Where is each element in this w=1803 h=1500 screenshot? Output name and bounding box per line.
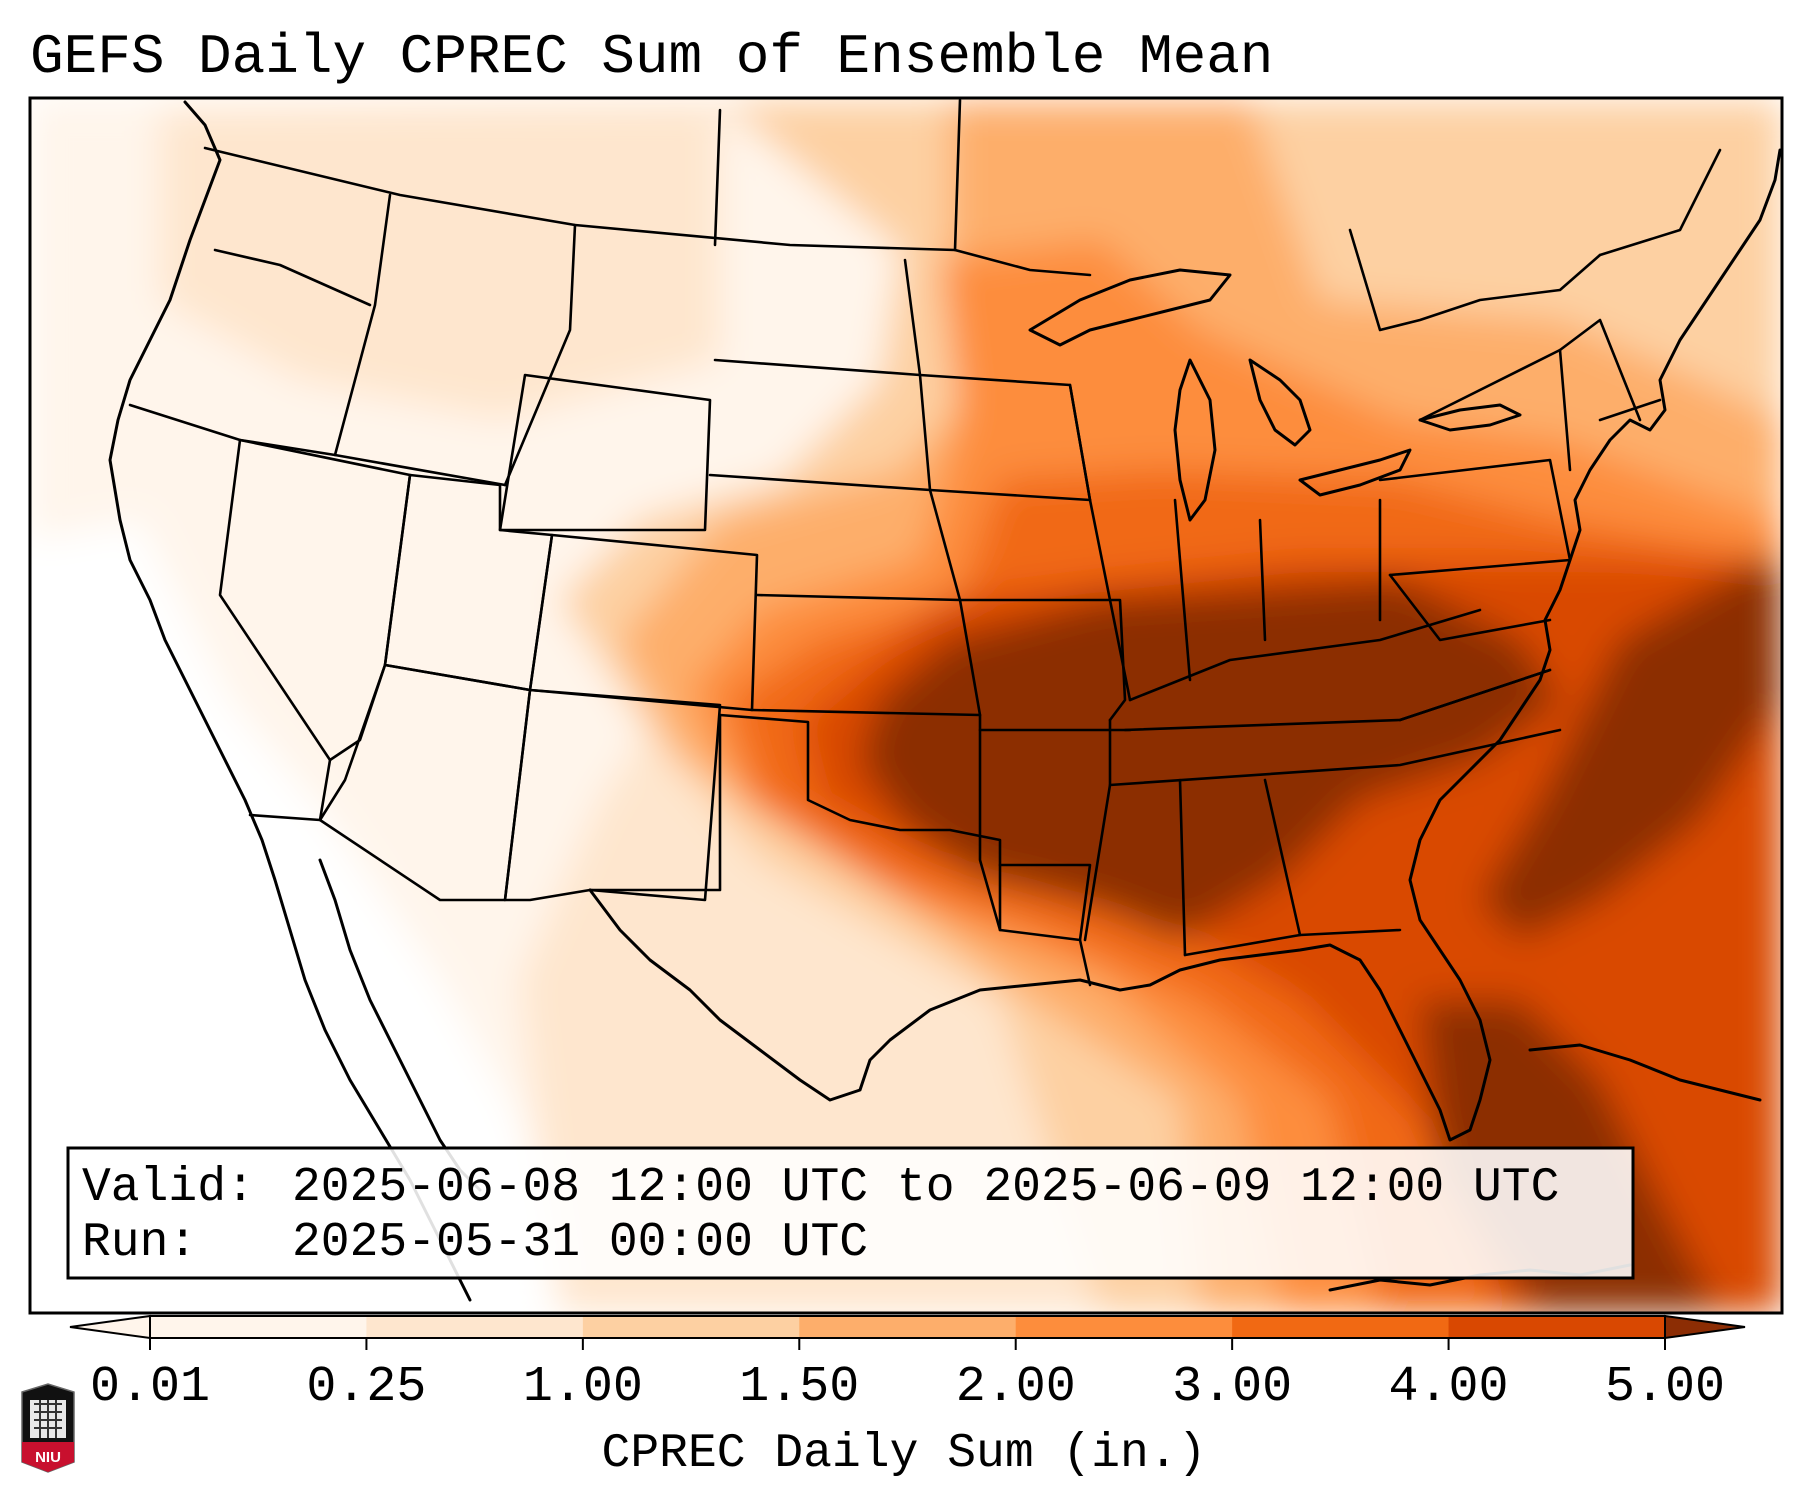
state-borders xyxy=(128,98,1722,987)
valid-label: Valid: xyxy=(82,1161,255,1215)
figure-title: GEFS Daily CPREC Sum of Ensemble Mean xyxy=(30,25,1273,89)
niu-logo: NIU xyxy=(21,1383,75,1473)
colorbar-tick-label: 4.00 xyxy=(1389,1359,1509,1416)
colorbar-tick-label: 1.00 xyxy=(523,1359,643,1416)
map-panel: Valid: 2025-06-08 12:00 UTC to 2025-06-0… xyxy=(30,98,1782,1313)
colorbar-bin xyxy=(1448,1316,1666,1338)
valid-range: 2025-06-08 12:00 UTC to 2025-06-09 12:00… xyxy=(292,1161,1559,1215)
colorbar-bin xyxy=(799,1316,1017,1338)
colorbar-outline xyxy=(149,1315,1666,1339)
colorbar-tick-label: 3.00 xyxy=(1172,1359,1292,1416)
colorbar: 0.01 0.25 1.00 1.50 2.00 3.00 4.00 5.00 xyxy=(69,1314,1746,1416)
colorbar-bin xyxy=(150,1316,367,1338)
niu-logo-text: NIU xyxy=(35,1449,61,1466)
colorbar-bin xyxy=(582,1316,800,1338)
run-time: 2025-05-31 00:00 UTC xyxy=(292,1216,868,1270)
colorbar-label: CPREC Daily Sum (in.) xyxy=(602,1427,1207,1481)
colorbar-tick-label: 0.25 xyxy=(306,1359,426,1416)
colorbar-under-extension xyxy=(69,1314,151,1340)
info-box: Valid: 2025-06-08 12:00 UTC to 2025-06-0… xyxy=(66,1146,1635,1280)
colorbar-tick-label: 1.50 xyxy=(739,1359,859,1416)
colorbar-tick-label: 2.00 xyxy=(956,1359,1076,1416)
map-frame xyxy=(28,96,1784,1315)
colorbar-bin xyxy=(1015,1316,1233,1338)
svg-text:Valid: 2025-06-08 12:0: Valid: 2025-06-08 12:00 UTC to 2025-06-0… xyxy=(82,1161,1559,1215)
colorbar-over-extension xyxy=(1664,1314,1746,1340)
colorbar-tick-label: 0.01 xyxy=(90,1359,210,1416)
great-lakes xyxy=(1028,268,1522,522)
colorbar-bin xyxy=(366,1316,584,1338)
run-label: Run: xyxy=(82,1216,197,1270)
colorbar-bin xyxy=(1232,1316,1450,1338)
svg-text:Run: 2025-05-31 00:00: Run: 2025-05-31 00:00 UTC xyxy=(82,1216,868,1270)
colorbar-tick-label: 5.00 xyxy=(1605,1359,1725,1416)
